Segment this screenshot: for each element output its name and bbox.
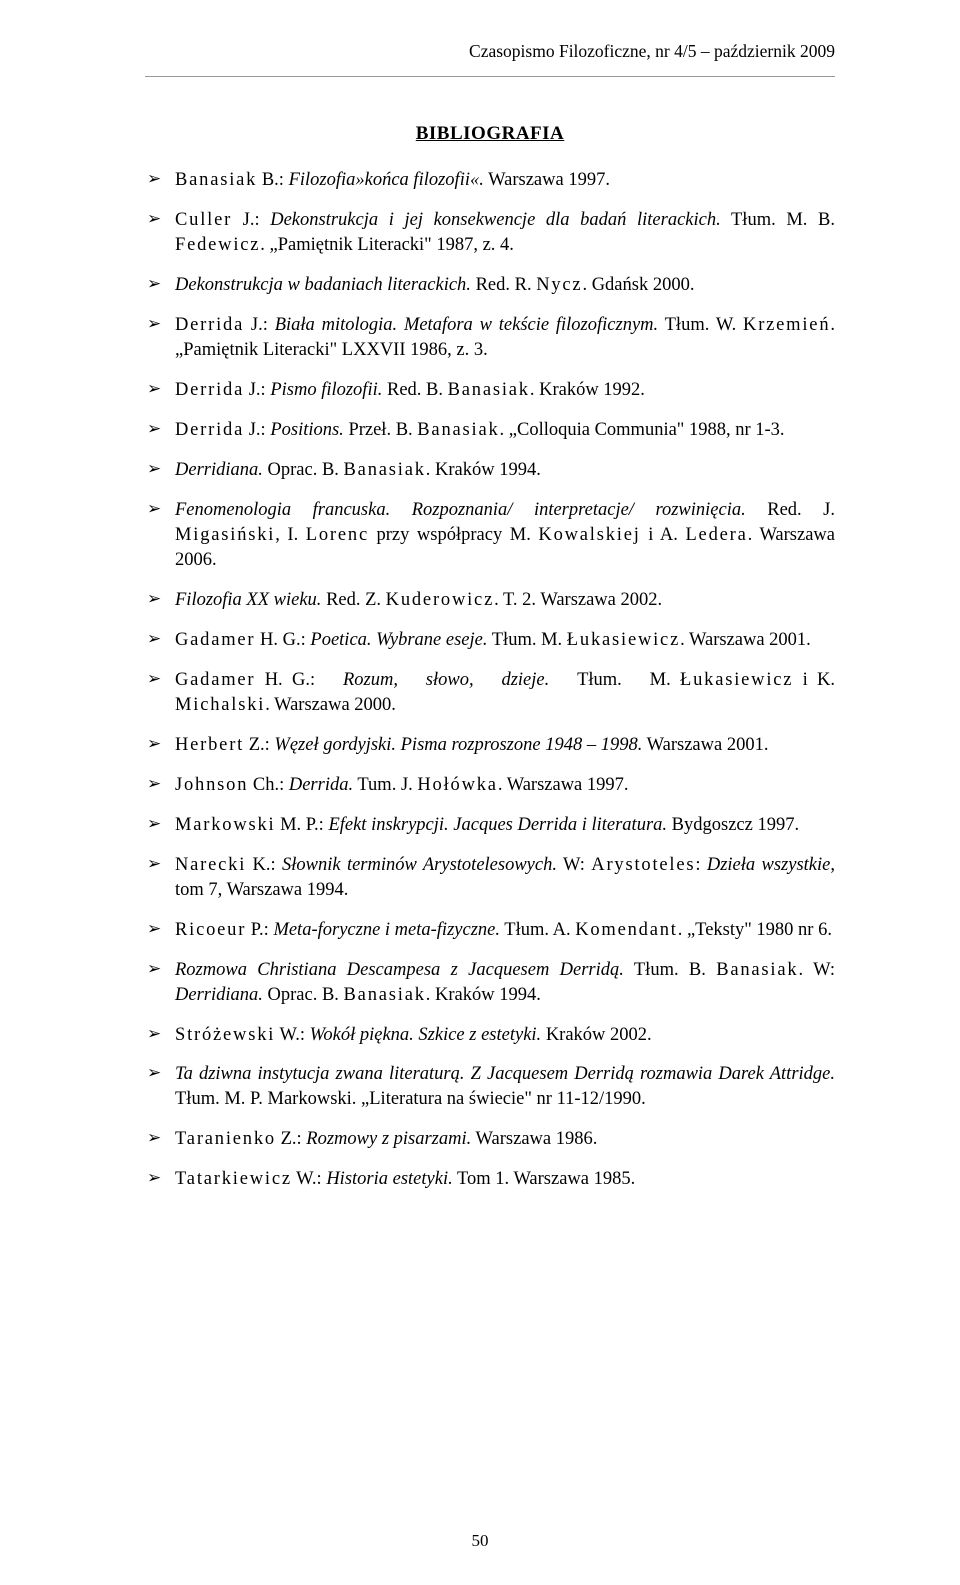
bibliography-item: Derrida J.: Pismo filozofii. Red. B. Ban… [145,378,835,403]
journal-header: Czasopismo Filozoficzne, nr 4/5 – paździ… [145,40,835,77]
bibliography-item: Derrida J.: Positions. Przeł. B. Banasia… [145,418,835,443]
bibliography-item: Rozmowa Christiana Descampesa z Jacquese… [145,958,835,1008]
bibliography-item: Filozofia XX wieku. Red. Z. Kuderowicz. … [145,588,835,613]
bibliography-item: Stróżewski W.: Wokół piękna. Szkice z es… [145,1023,835,1048]
bibliography-item: Banasiak B.: Filozofia»końca filozofii«.… [145,168,835,193]
bibliography-item: Derrida J.: Biała mitologia. Metafora w … [145,313,835,363]
bibliography-list: Banasiak B.: Filozofia»końca filozofii«.… [145,168,835,1192]
bibliography-item: Narecki K.: Słownik terminów Arystoteles… [145,853,835,903]
bibliography-item: Gadamer H. G.: Poetica. Wybrane eseje. T… [145,628,835,653]
bibliography-item: Fenomenologia francuska. Rozpoznania/ in… [145,498,835,573]
bibliography-item: Herbert Z.: Węzeł gordyjski. Pisma rozpr… [145,733,835,758]
bibliography-item: Gadamer H. G.: Rozum, słowo, dzieje. Tłu… [145,668,835,718]
bibliography-item: Markowski M. P.: Efekt inskrypcji. Jacqu… [145,813,835,838]
bibliography-item: Culler J.: Dekonstrukcja i jej konsekwen… [145,208,835,258]
bibliography-item: Johnson Ch.: Derrida. Tum. J. Hołówka. W… [145,773,835,798]
page-number: 50 [0,1530,960,1553]
bibliography-item: Taranienko Z.: Rozmowy z pisarzami. Wars… [145,1127,835,1152]
bibliography-item: Ta dziwna instytucja zwana literaturą. Z… [145,1062,835,1112]
bibliography-item: Ricoeur P.: Meta-foryczne i meta-fizyczn… [145,918,835,943]
bibliography-title: BIBLIOGRAFIA [145,121,835,147]
bibliography-item: Derridiana. Oprac. B. Banasiak. Kraków 1… [145,458,835,483]
bibliography-item: Dekonstrukcja w badaniach literackich. R… [145,273,835,298]
bibliography-item: Tatarkiewicz W.: Historia estetyki. Tom … [145,1167,835,1192]
